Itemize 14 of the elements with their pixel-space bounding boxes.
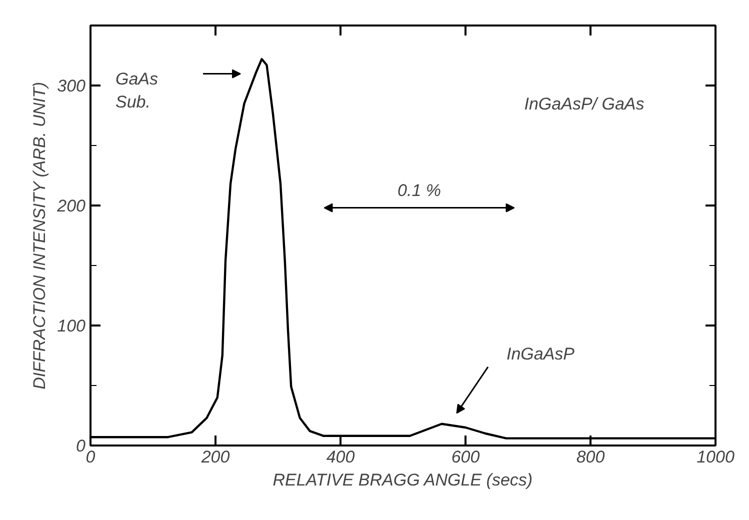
x-tick-label: 1000 — [696, 448, 735, 466]
x-axis-title: RELATIVE BRAGG ANGLE (secs) — [272, 470, 533, 490]
annotation: InGaAsP/ GaAs — [524, 94, 645, 114]
annotation: GaAs Sub. — [116, 70, 159, 112]
annotation: 0.1 % — [398, 180, 441, 200]
y-axis-title: DIFFRACTION INTENSITY (ARB. UNIT) — [30, 82, 50, 390]
y-tick-label: 300 — [57, 76, 86, 96]
x-tick-label: 400 — [326, 448, 356, 466]
y-tick-label: 200 — [56, 196, 86, 216]
annotation: InGaAsP — [506, 344, 576, 364]
x-tick-label: 200 — [200, 448, 230, 466]
y-tick-label: 100 — [57, 316, 86, 336]
x-tick-label: 600 — [451, 448, 480, 466]
x-tick-label: 800 — [576, 448, 606, 466]
